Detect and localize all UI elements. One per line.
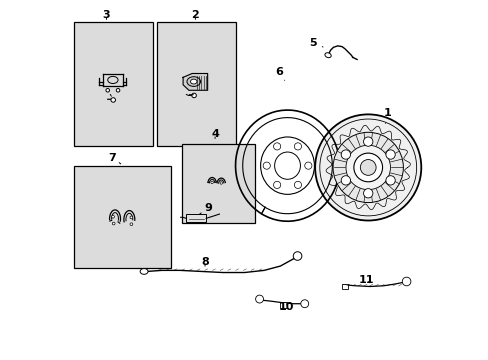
Circle shape (111, 215, 114, 218)
Bar (74, 166, 171, 268)
Ellipse shape (324, 53, 330, 58)
Circle shape (353, 153, 382, 182)
Circle shape (346, 145, 389, 190)
Circle shape (363, 137, 372, 146)
Circle shape (210, 181, 213, 184)
Text: 9: 9 (199, 203, 211, 214)
Circle shape (385, 176, 394, 185)
Circle shape (341, 176, 350, 185)
Ellipse shape (186, 77, 200, 86)
Text: 6: 6 (275, 67, 284, 80)
Bar (341, 284, 347, 289)
Bar (280, 302, 286, 309)
Circle shape (106, 89, 109, 92)
Circle shape (130, 216, 132, 219)
Ellipse shape (140, 269, 148, 274)
Text: 7: 7 (108, 153, 121, 164)
Text: 3: 3 (102, 10, 110, 20)
Circle shape (304, 162, 311, 169)
Bar (182, 144, 255, 223)
Circle shape (360, 159, 375, 175)
Circle shape (112, 222, 115, 225)
Text: 10: 10 (279, 302, 294, 312)
Text: 5: 5 (309, 38, 322, 48)
Circle shape (220, 182, 222, 184)
Circle shape (255, 295, 263, 303)
Circle shape (263, 162, 270, 169)
Circle shape (130, 223, 132, 226)
Circle shape (116, 89, 120, 92)
Text: 4: 4 (211, 129, 219, 139)
Text: 11: 11 (358, 275, 373, 285)
Circle shape (273, 143, 280, 150)
Bar (186, 215, 206, 222)
Text: 8: 8 (201, 257, 208, 267)
Ellipse shape (190, 79, 197, 84)
Circle shape (294, 181, 301, 189)
Circle shape (273, 181, 280, 189)
Text: 2: 2 (191, 10, 199, 20)
Bar (156, 22, 235, 146)
Circle shape (111, 98, 115, 102)
Circle shape (191, 93, 196, 98)
Bar (74, 22, 153, 146)
Polygon shape (183, 73, 207, 90)
Text: 1: 1 (383, 108, 391, 123)
Circle shape (385, 150, 394, 159)
Circle shape (363, 189, 372, 198)
Circle shape (300, 300, 308, 308)
Circle shape (402, 277, 410, 286)
Circle shape (314, 114, 421, 221)
Circle shape (294, 143, 301, 150)
Circle shape (341, 150, 350, 159)
Circle shape (332, 132, 403, 203)
Circle shape (293, 252, 301, 260)
